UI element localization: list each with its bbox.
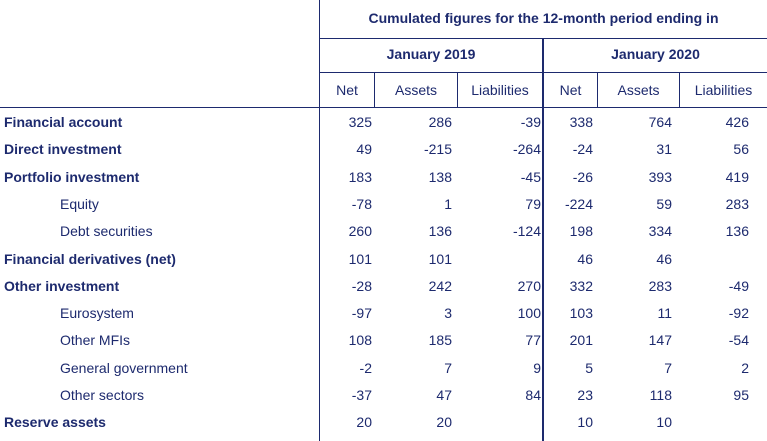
period-label-2019: January 2019 — [386, 46, 476, 62]
table-cell: 338 — [569, 114, 593, 130]
table-cell: 198 — [569, 223, 593, 239]
col-header-liabilities-2019: Liabilities — [471, 82, 529, 98]
table-cell: -24 — [572, 141, 593, 157]
divider-left — [319, 0, 320, 441]
table-cell: 7 — [444, 360, 452, 376]
row-label: Financial account — [4, 114, 123, 130]
col-header-assets-2020: Assets — [617, 82, 660, 98]
row-label: Debt securities — [60, 223, 153, 239]
table-cell: 1 — [444, 196, 452, 212]
table-cell: 84 — [525, 387, 541, 403]
table-cell: -28 — [351, 278, 372, 294]
row-label: Financial derivatives (net) — [4, 251, 176, 267]
row-label: Other sectors — [60, 387, 145, 403]
header-rule-2 — [320, 72, 767, 73]
row-label: Other MFIs — [60, 332, 131, 348]
table-cell: 11 — [657, 305, 672, 321]
table-cell: -26 — [572, 169, 593, 185]
table-cell: 20 — [356, 414, 372, 430]
table-cell: -39 — [520, 114, 541, 130]
table-title: Cumulated figures for the 12-month perio… — [368, 10, 719, 26]
table-cell: -2 — [359, 360, 372, 376]
table-cell: -124 — [512, 223, 541, 239]
table-cell: 185 — [428, 332, 452, 348]
table-cell: 283 — [648, 278, 672, 294]
table-cell: 10 — [656, 414, 672, 430]
row-label: Other investment — [4, 278, 120, 294]
row-label: General government — [60, 360, 188, 376]
row-label: Direct investment — [4, 141, 122, 157]
table-cell: -54 — [728, 332, 749, 348]
table-cell: 334 — [648, 223, 672, 239]
table-cell: -37 — [351, 387, 372, 403]
row-label: Reserve assets — [4, 414, 106, 430]
table-cell: 101 — [348, 251, 372, 267]
header-rule-3 — [0, 107, 767, 108]
table-cell: 138 — [428, 169, 452, 185]
table-cell: 419 — [725, 169, 749, 185]
table-cell: 108 — [348, 332, 372, 348]
table-cell: 47 — [436, 387, 452, 403]
table-cell: -78 — [351, 196, 372, 212]
col-header-net-2020: Net — [559, 82, 582, 98]
table-cell: 242 — [428, 278, 452, 294]
table-cell: 103 — [569, 305, 593, 321]
col-header-net-2019: Net — [336, 82, 358, 98]
table-cell: 183 — [348, 169, 372, 185]
col-header-assets-2019: Assets — [394, 82, 437, 98]
table-cell: 5 — [585, 360, 593, 376]
table-cell: 426 — [725, 114, 749, 130]
table-cell: 764 — [648, 114, 672, 130]
table-cell: 9 — [533, 360, 541, 376]
col-sep-3 — [597, 72, 598, 107]
table-cell: 77 — [525, 332, 541, 348]
header-rule-1 — [320, 38, 767, 39]
table-cell: 46 — [577, 251, 593, 267]
table-cell: -49 — [728, 278, 749, 294]
table-cell: -215 — [423, 141, 452, 157]
table-cell: 23 — [577, 387, 593, 403]
table-cell: 100 — [517, 305, 541, 321]
table-cell: 136 — [725, 223, 749, 239]
table-cell: 79 — [525, 196, 541, 212]
table-cell: 118 — [649, 387, 672, 403]
divider-period — [542, 38, 544, 441]
table-cell: 136 — [428, 223, 452, 239]
table-cell: 260 — [348, 223, 372, 239]
table-cell: 286 — [428, 114, 452, 130]
table-cell: 101 — [428, 251, 452, 267]
row-label: Eurosystem — [60, 305, 134, 321]
table-cell: -264 — [512, 141, 541, 157]
table-cell: 95 — [733, 387, 749, 403]
col-sep-2 — [457, 72, 458, 107]
table-cell: 49 — [356, 141, 372, 157]
table-cell: 7 — [664, 360, 672, 376]
table-cell: 3 — [444, 305, 452, 321]
table-cell: 325 — [348, 114, 372, 130]
table-cell: 393 — [648, 169, 672, 185]
table-cell: 2 — [741, 360, 749, 376]
table-cell: -224 — [564, 196, 593, 212]
col-sep-1 — [374, 72, 375, 107]
table-cell: 46 — [656, 251, 672, 267]
table-cell: 56 — [733, 141, 749, 157]
table-cell: 59 — [656, 196, 672, 212]
table-cell: 31 — [656, 141, 672, 157]
table-cell: 20 — [436, 414, 452, 430]
table-cell: 270 — [517, 278, 541, 294]
table-cell: 283 — [725, 196, 749, 212]
table-cell: 10 — [577, 414, 593, 430]
table-cell: -45 — [520, 169, 541, 185]
table-cell: -92 — [728, 305, 749, 321]
table-cell: 147 — [648, 332, 672, 348]
table-cell: 332 — [569, 278, 593, 294]
row-label: Portfolio investment — [4, 169, 140, 185]
period-label-2020: January 2020 — [611, 46, 700, 62]
table-cell: 201 — [569, 332, 593, 348]
col-header-liabilities-2020: Liabilities — [694, 82, 753, 98]
col-sep-4 — [679, 72, 680, 107]
table-cell: -97 — [351, 305, 372, 321]
row-label: Equity — [60, 196, 99, 212]
